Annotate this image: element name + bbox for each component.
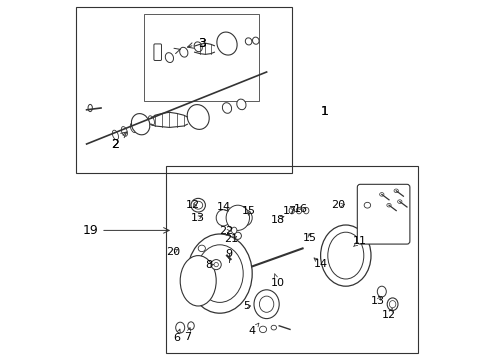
Ellipse shape [390, 301, 396, 308]
Text: 16: 16 [294, 204, 308, 214]
Ellipse shape [380, 193, 384, 196]
Ellipse shape [217, 32, 237, 55]
Ellipse shape [271, 325, 276, 330]
Text: 12: 12 [382, 310, 396, 320]
Text: 22: 22 [219, 226, 233, 236]
Text: 13: 13 [191, 213, 205, 223]
Ellipse shape [180, 47, 188, 57]
Ellipse shape [231, 227, 237, 234]
Ellipse shape [188, 322, 194, 330]
Text: 7: 7 [184, 332, 191, 342]
FancyBboxPatch shape [154, 44, 162, 60]
Ellipse shape [214, 262, 219, 267]
Ellipse shape [198, 245, 205, 252]
Ellipse shape [387, 298, 398, 310]
Bar [144, 14, 259, 101]
Ellipse shape [328, 232, 364, 279]
Ellipse shape [387, 203, 391, 207]
Ellipse shape [211, 260, 221, 270]
Text: 21: 21 [224, 234, 238, 244]
Text: 3: 3 [198, 37, 206, 50]
Ellipse shape [364, 202, 370, 208]
Text: 18: 18 [270, 215, 285, 225]
Ellipse shape [226, 205, 249, 230]
Ellipse shape [187, 105, 209, 129]
Ellipse shape [112, 130, 119, 140]
Ellipse shape [216, 210, 231, 226]
Ellipse shape [254, 290, 279, 319]
Text: 9: 9 [225, 249, 232, 259]
Text: 6: 6 [173, 333, 180, 343]
Bar [166, 166, 418, 353]
FancyBboxPatch shape [357, 184, 410, 244]
Text: 14: 14 [217, 202, 230, 212]
Ellipse shape [238, 210, 252, 226]
Ellipse shape [180, 256, 216, 306]
Ellipse shape [259, 296, 274, 312]
Text: 10: 10 [270, 278, 284, 288]
Ellipse shape [222, 103, 232, 113]
Ellipse shape [165, 53, 173, 63]
Text: 19: 19 [82, 224, 98, 237]
Ellipse shape [289, 207, 294, 214]
Ellipse shape [296, 207, 302, 214]
Text: 1: 1 [320, 105, 328, 118]
Ellipse shape [194, 201, 203, 209]
Ellipse shape [194, 42, 202, 52]
Text: 20: 20 [332, 200, 345, 210]
Ellipse shape [320, 225, 371, 286]
Text: 8: 8 [205, 260, 213, 270]
Ellipse shape [394, 189, 398, 193]
Ellipse shape [234, 232, 242, 239]
Bar [76, 7, 292, 173]
Text: 17: 17 [283, 206, 297, 216]
Text: 14: 14 [314, 258, 328, 269]
Ellipse shape [227, 210, 242, 226]
Ellipse shape [259, 326, 267, 333]
Ellipse shape [139, 120, 146, 129]
Ellipse shape [122, 127, 127, 136]
Text: 2: 2 [111, 138, 120, 150]
Text: 5: 5 [244, 301, 250, 311]
Ellipse shape [377, 286, 386, 297]
Ellipse shape [176, 322, 185, 333]
Text: 15: 15 [242, 206, 256, 216]
Ellipse shape [196, 245, 243, 302]
Ellipse shape [237, 99, 246, 110]
Text: 12: 12 [186, 200, 200, 210]
Ellipse shape [191, 198, 205, 212]
Ellipse shape [88, 104, 92, 112]
Ellipse shape [130, 123, 137, 132]
Text: 3: 3 [198, 37, 206, 50]
Ellipse shape [187, 234, 252, 313]
Ellipse shape [252, 37, 259, 44]
Text: 4: 4 [248, 326, 256, 336]
Text: 13: 13 [371, 296, 385, 306]
Text: 11: 11 [353, 236, 367, 246]
Ellipse shape [303, 207, 309, 214]
Text: 1: 1 [320, 105, 328, 118]
Ellipse shape [245, 38, 252, 45]
Text: 2: 2 [111, 138, 120, 150]
Text: 15: 15 [303, 233, 317, 243]
Ellipse shape [148, 116, 154, 125]
Text: 20: 20 [166, 247, 180, 257]
Ellipse shape [398, 200, 402, 203]
Ellipse shape [131, 114, 150, 135]
